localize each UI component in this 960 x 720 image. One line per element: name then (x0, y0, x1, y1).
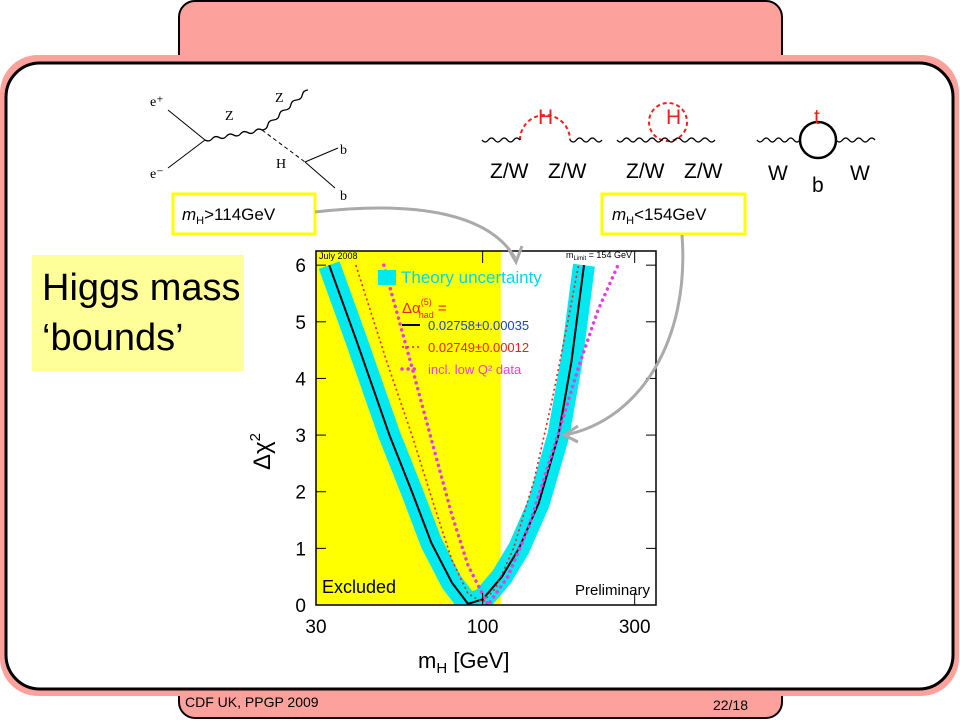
particle-label: H (276, 157, 286, 172)
legend-heading-part: = (434, 300, 447, 317)
callout-m: m (612, 205, 626, 224)
feynman-diagram: e⁺ e⁻ Z Z H b b (150, 91, 347, 204)
loop-label: Z/W (548, 160, 587, 183)
loop-label: W (850, 162, 870, 185)
footer-right: 22/18 (713, 697, 748, 713)
annotation-part: Limit (574, 256, 587, 262)
boson-line (569, 137, 603, 143)
loop-label: b (812, 174, 824, 197)
x-label-part: H (436, 660, 447, 677)
y-tick-label: 4 (295, 369, 306, 390)
legend-heading-part: (5) (421, 297, 432, 307)
y-label-part: Δχ (249, 441, 276, 470)
y-tick-label: 2 (295, 483, 306, 504)
boson-line (835, 137, 876, 143)
annotation: July 2008 (319, 251, 358, 261)
x-label-part: m (418, 648, 436, 673)
loop-label: H (538, 106, 553, 129)
series-line (382, 263, 620, 605)
decorations (204, 89, 876, 143)
arrow-head (560, 424, 579, 444)
particle-label: b (340, 143, 347, 158)
x-tick-label: 300 (619, 617, 651, 638)
legend-label: 0.02758±0.00035 (428, 318, 529, 333)
loop-label: H (666, 106, 681, 129)
box-line: Higgs mass (42, 267, 241, 309)
arrow (314, 206, 517, 259)
boson-line (756, 137, 801, 143)
boson-line (481, 137, 521, 143)
callout: mH<154GeV (612, 205, 707, 227)
boson-line (204, 128, 263, 142)
arrow-head (506, 245, 524, 266)
plot-frame (315, 250, 657, 606)
callout-text: <154GeV (634, 205, 707, 224)
fermion-line (167, 139, 206, 169)
x-tick-label: 30 (305, 617, 326, 638)
fermion-line (304, 161, 336, 189)
loop-label: W (768, 162, 788, 185)
x-axis-label: mH [GeV] (418, 648, 510, 677)
arrow (564, 234, 685, 437)
y-tick-label: 3 (295, 426, 306, 447)
x-tick-label: 100 (467, 617, 499, 638)
bounds-box (32, 255, 244, 371)
x-label-part: [GeV] (447, 648, 509, 673)
annotation: Preliminary (575, 582, 651, 599)
higgs-line (261, 129, 306, 163)
loop-label: Z/W (684, 160, 723, 183)
callout-sub: H (626, 215, 634, 227)
loop-diagrams: H Z/W Z/W H Z/W Z/W t W b W (490, 102, 870, 197)
y-tick-label: 1 (295, 539, 306, 560)
boson-line (616, 137, 669, 143)
loop-label: t (814, 106, 820, 129)
higgs-loop (519, 114, 571, 141)
y-tick-label: 0 (295, 596, 306, 617)
callout-m: m (182, 205, 196, 224)
particle-label: e⁺ (150, 95, 164, 110)
particle-label: b (340, 189, 347, 204)
footer-left: CDF UK, PPGP 2009 (185, 694, 319, 710)
callout-sub: H (196, 215, 204, 227)
y-axis-label: Δχ2 (247, 433, 276, 470)
loop-label: Z/W (490, 160, 529, 183)
legend-label: 0.02749±0.00012 (428, 340, 529, 355)
callout: mH>114GeV (182, 205, 276, 227)
callout-box (171, 192, 317, 236)
box-line: ‘bounds’ (42, 317, 184, 359)
annotation-part: = 154 GeV (586, 250, 632, 260)
y-label-part: 2 (247, 433, 264, 441)
higgs-loop (648, 102, 688, 142)
legend-heading-part: Δα (402, 300, 421, 317)
particle-label: Z (275, 91, 284, 106)
callout-box (600, 192, 747, 236)
fermion-line (304, 147, 339, 163)
loop-label: Z/W (626, 160, 665, 183)
boson-line (667, 137, 716, 143)
callout-text: >114GeV (204, 205, 276, 224)
fermion-line (167, 109, 206, 141)
boson-line (261, 89, 309, 131)
y-tick-label: 6 (295, 256, 306, 277)
legend-label: incl. low Q² data (428, 362, 522, 377)
legend-swatch (378, 270, 396, 285)
particle-label: Z (225, 109, 234, 124)
legend-heading-part: had (419, 310, 434, 320)
y-tick-label: 5 (295, 313, 306, 334)
particle-label: e⁻ (150, 167, 164, 182)
annotation-part: m (566, 250, 574, 260)
legend-label: Theory uncertainty (401, 268, 542, 287)
annotation: mLimit = 154 GeV (566, 250, 632, 262)
annotation: Excluded (322, 577, 396, 597)
legend-heading: Δα(5) had = (402, 297, 447, 320)
